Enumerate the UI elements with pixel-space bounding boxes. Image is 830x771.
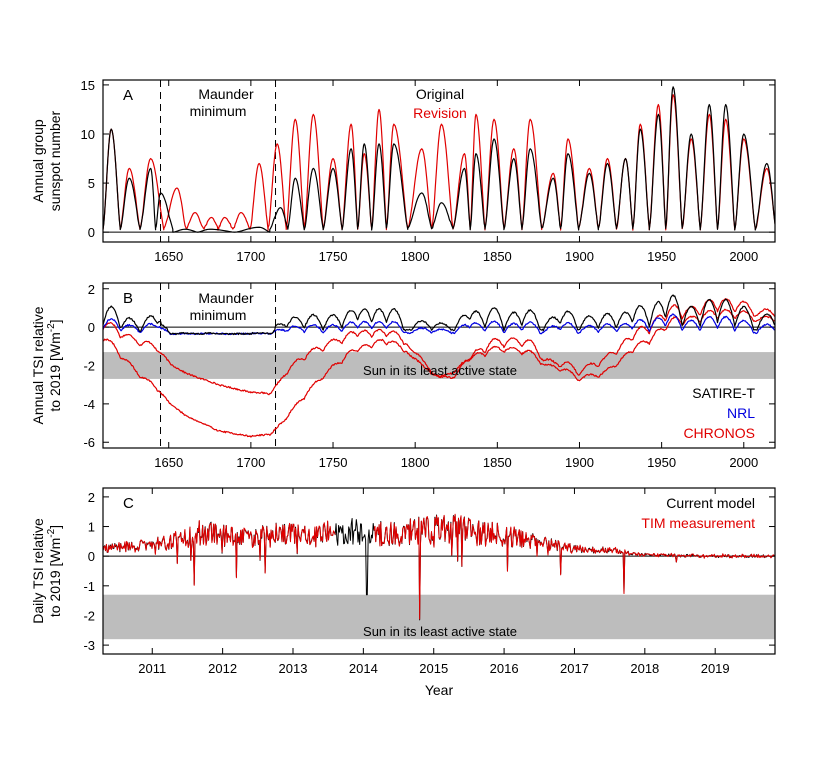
y-axis-label-line2: sunspot number <box>47 110 63 211</box>
x-tick-label: 1850 <box>483 455 512 470</box>
legend-label-nrl: NRL <box>727 405 755 421</box>
x-tick-label: 2000 <box>729 455 758 470</box>
maunder-label-line1: Maunder <box>198 290 254 306</box>
maunder-label-line2: minimum <box>190 307 247 323</box>
y-axis-label-line2: to 2019 [Wm-2] <box>46 319 63 411</box>
panel-label: C <box>123 495 134 512</box>
series-line-original <box>103 86 775 233</box>
y-tick-label: -3 <box>83 638 95 653</box>
maunder-label-line2: minimum <box>190 103 247 119</box>
y-axis-label: Annual group sunspot number <box>30 110 63 211</box>
x-tick-label: 2015 <box>419 661 448 676</box>
x-tick-label: 2017 <box>560 661 589 676</box>
legend-label-satire-t: SATIRE-T <box>692 385 755 401</box>
y-axis-label-line1: Daily TSI relative <box>30 518 46 624</box>
x-tick-label: 2016 <box>490 661 519 676</box>
band-label: Sun in its least active state <box>363 624 517 639</box>
x-tick-label: 2013 <box>279 661 308 676</box>
series-line-satire-t <box>103 294 775 336</box>
x-tick-label: 2000 <box>729 249 758 264</box>
y-tick-label: 15 <box>81 78 95 93</box>
series-line-tim-measurement <box>103 520 336 586</box>
x-tick-label: 1950 <box>647 249 676 264</box>
x-tick-label: 1700 <box>236 455 265 470</box>
least-active-band <box>103 352 775 379</box>
y-tick-label: -1 <box>83 579 95 594</box>
x-tick-label: 2012 <box>208 661 237 676</box>
plot-frame <box>102 282 776 449</box>
x-tick-label: 1900 <box>565 249 594 264</box>
series-line-tim-measurement <box>373 513 775 620</box>
panel-label: A <box>123 87 133 104</box>
y-tick-label: 2 <box>88 490 95 505</box>
x-tick-label: 1800 <box>401 455 430 470</box>
y-axis-label: Daily TSI relative to 2019 [Wm-2] <box>30 518 63 624</box>
plot-frame <box>102 487 776 655</box>
panel-label: B <box>123 290 133 307</box>
band-label: Sun in its least active state <box>363 363 517 378</box>
y-tick-label: 10 <box>81 127 95 142</box>
x-tick-label: 1750 <box>319 249 348 264</box>
y-axis-label-line1: Annual group <box>30 119 46 203</box>
legend-label-current-model: Current model <box>666 495 755 511</box>
x-tick-label: 1700 <box>236 249 265 264</box>
x-tick-label: 2011 <box>138 661 166 676</box>
y-tick-label: 0 <box>88 225 95 240</box>
series-line-chronos-upper <box>103 298 775 396</box>
y-tick-label: 2 <box>88 282 95 297</box>
y-tick-label: 0 <box>88 320 95 335</box>
x-tick-label: 1750 <box>319 455 348 470</box>
x-tick-label: 2019 <box>701 661 730 676</box>
plot-frame <box>102 79 776 243</box>
x-tick-label: 1950 <box>647 455 676 470</box>
x-tick-label: 1800 <box>401 249 430 264</box>
y-tick-label: 5 <box>88 176 95 191</box>
y-axis-label-line2: to 2019 [Wm-2] <box>46 525 63 617</box>
y-tick-label: -4 <box>83 397 95 412</box>
x-tick-label: 1850 <box>483 249 512 264</box>
least-active-band <box>103 594 775 640</box>
x-tick-label: 1650 <box>154 455 183 470</box>
y-tick-label: 1 <box>88 520 95 535</box>
x-tick-label: 2014 <box>349 661 378 676</box>
maunder-label-line1: Maunder <box>198 86 254 102</box>
y-tick-label: -2 <box>83 608 95 623</box>
legend-label-chronos: CHRONOS <box>683 425 755 441</box>
legend-label-tim-measurement: TIM measurement <box>641 515 755 531</box>
x-tick-label: 1900 <box>565 455 594 470</box>
y-tick-label: 0 <box>88 549 95 564</box>
y-tick-label: -2 <box>83 359 95 374</box>
y-axis-label: Annual TSI relative to 2019 [Wm-2] <box>30 306 63 424</box>
x-tick-label: 1650 <box>154 249 183 264</box>
x-axis-label: Year <box>425 682 454 698</box>
legend-label-revision: Revision <box>413 105 467 121</box>
x-tick-label: 2018 <box>630 661 659 676</box>
y-axis-label-line1: Annual TSI relative <box>30 306 46 424</box>
legend-label-original: Original <box>416 86 464 102</box>
y-tick-label: -6 <box>83 435 95 450</box>
